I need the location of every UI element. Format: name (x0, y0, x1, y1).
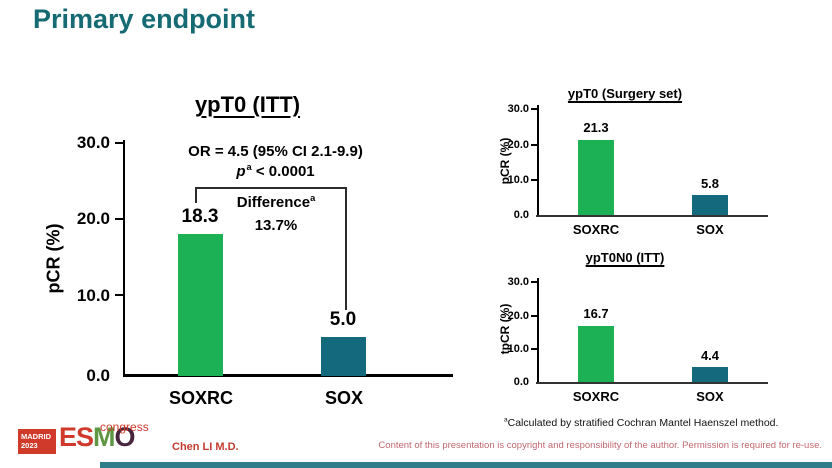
difference-bracket-horizontal (195, 187, 347, 189)
y-tick-label: 30.0 (507, 276, 529, 288)
y-tick-mark (115, 294, 123, 296)
value-label-soxrc: 16.7 (583, 306, 609, 321)
y-axis-label: pCR (%) (498, 137, 512, 185)
logo-city: MADRID (21, 432, 51, 441)
presenter-name: Chen LI M.D. (172, 441, 239, 453)
y-tick-label: 10.0 (76, 286, 110, 305)
y-tick-label: 10.0 (507, 174, 529, 186)
bar-soxrc (578, 140, 614, 215)
footnote-superscript: a (504, 416, 508, 424)
y-tick-label: 0.0 (86, 366, 110, 385)
p-superscript: a (246, 162, 252, 172)
esmo-letter-o: O (114, 422, 136, 452)
congress-label: congress (100, 420, 149, 434)
chart-title: ypT0N0 (ITT) (585, 250, 665, 265)
difference-bracket-right-stub (345, 187, 347, 310)
footnote: aCalculated by stratified Cochran Mantel… (504, 417, 778, 429)
footer-accent-bar (100, 462, 832, 468)
value-label-sox: 5.8 (700, 176, 720, 191)
slide-title: Primary endpoint (33, 4, 256, 34)
p-symbol: p (236, 163, 246, 180)
difference-value: 13.7% (254, 217, 298, 234)
y-tick-mark (115, 218, 123, 220)
y-tick-mark (115, 142, 123, 144)
category-label-soxrc: SOXRC (572, 222, 620, 237)
p-value-annotation: pa < 0.0001 (158, 162, 393, 180)
y-tick-mark (531, 179, 538, 181)
footnote-text: Calculated by stratified Cochran Mantel … (507, 417, 779, 429)
y-tick-label: 20.0 (507, 139, 529, 151)
y-tick-mark (531, 315, 538, 317)
y-tick-mark (531, 348, 538, 350)
value-label-soxrc: 21.3 (583, 120, 609, 135)
esmo-madrid-badge: MADRID 2023 (18, 429, 56, 454)
odds-ratio-annotation: OR = 4.5 (95% CI 2.1-9.9) (188, 143, 363, 160)
x-axis-line (123, 374, 453, 377)
category-label-soxrc: SOXRC (168, 388, 233, 408)
bar-soxrc (178, 234, 223, 376)
category-label-sox: SOX (696, 389, 724, 404)
chart-title: ypT0 (Surgery set) (567, 86, 683, 101)
difference-superscript: a (310, 193, 316, 203)
y-tick-label: 10.0 (507, 343, 529, 355)
esmo-letter-e: E (59, 422, 77, 452)
logo-year: 2023 (21, 441, 38, 450)
value-label-sox: 4.4 (700, 348, 720, 363)
y-tick-label: 30.0 (507, 103, 529, 115)
x-axis-line (536, 215, 768, 217)
esmo-logo: ESMO (59, 422, 136, 452)
difference-word: Difference (236, 194, 311, 211)
difference-label: Differencea (215, 193, 337, 211)
y-axis-line (123, 140, 125, 376)
x-axis-line (536, 382, 768, 384)
value-label-soxrc: 18.3 (181, 206, 219, 227)
y-tick-label: 0.0 (513, 376, 529, 388)
esmo-letter-s: S (76, 422, 94, 452)
bar-sox (692, 367, 728, 382)
category-label-sox: SOX (696, 222, 724, 237)
copyright-notice: Content of this presentation is copyrigh… (378, 440, 822, 451)
y-axis-line (537, 278, 539, 384)
chart-title: ypT0 (ITT) (194, 92, 301, 117)
value-label-sox: 5.0 (329, 309, 357, 330)
category-label-sox: SOX (324, 388, 363, 408)
y-tick-mark (531, 144, 538, 146)
bar-sox (692, 195, 728, 215)
y-tick-label: 30.0 (76, 133, 110, 152)
bar-soxrc (578, 326, 614, 382)
difference-bracket-left-stub (195, 187, 197, 203)
y-tick-label: 20.0 (507, 310, 529, 322)
y-tick-label: 20.0 (76, 209, 110, 228)
p-value-text: < 0.0001 (255, 163, 315, 180)
y-tick-mark (531, 108, 538, 110)
bar-sox (321, 337, 366, 376)
y-axis-line (537, 105, 539, 217)
y-tick-mark (531, 281, 538, 283)
y-tick-label: 0.0 (513, 209, 529, 221)
category-label-soxrc: SOXRC (572, 389, 620, 404)
esmo-letter-m: M (93, 422, 115, 452)
